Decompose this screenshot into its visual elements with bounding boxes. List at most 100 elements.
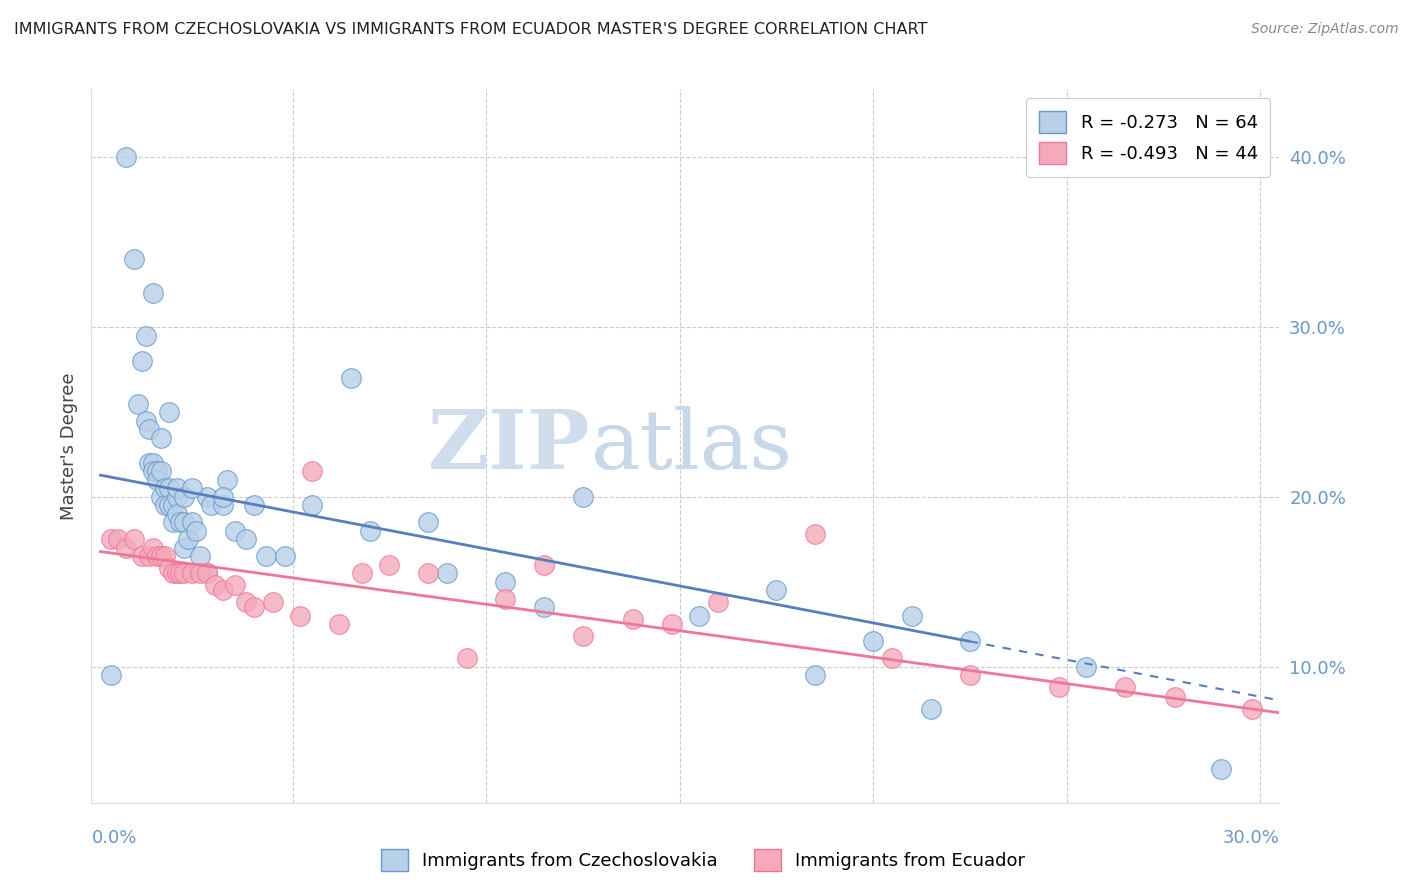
Point [150,465,173,479]
Point [197,566,219,581]
Point [1047,680,1070,694]
Point [146,473,169,487]
Point [352,566,374,581]
Point [162,516,184,530]
Point [188,566,211,581]
Point [157,561,180,575]
Point [150,490,173,504]
Point [166,507,188,521]
Point [416,516,439,530]
Point [1114,680,1136,694]
Point [153,482,176,496]
Point [274,549,297,564]
Point [1241,702,1264,716]
Point [166,566,188,581]
Point [181,516,204,530]
Point [290,608,312,623]
Point [131,354,153,368]
Point [328,617,350,632]
Text: 0.0%: 0.0% [91,830,136,847]
Point [572,490,595,504]
Point [882,651,904,665]
Point [146,549,169,564]
Point [235,595,257,609]
Point [142,465,165,479]
Point [212,499,235,513]
Point [138,422,160,436]
Point [235,533,257,547]
Point [215,473,238,487]
Point [262,595,284,609]
Point [301,499,323,513]
Point [181,482,204,496]
Point [184,524,207,538]
Point [142,456,165,470]
Point [138,456,160,470]
Point [173,490,195,504]
Text: 30.0%: 30.0% [1223,830,1279,847]
Point [661,617,683,632]
Point [200,499,222,513]
Point [162,566,184,581]
Point [138,549,160,564]
Legend: Immigrants from Czechoslovakia, Immigrants from Ecuador: Immigrants from Czechoslovakia, Immigran… [374,842,1032,879]
Point [224,524,246,538]
Point [135,413,157,427]
Point [688,608,710,623]
Point [959,634,981,648]
Point [804,668,827,682]
Point [169,566,191,581]
Point [212,583,235,598]
Point [224,578,246,592]
Point [177,533,200,547]
Point [204,578,226,592]
Point [707,595,730,609]
Point [188,549,211,564]
Point [959,668,981,682]
Point [533,558,555,572]
Point [572,629,595,643]
Point [1164,690,1187,705]
Point [122,533,145,547]
Point [157,499,180,513]
Point [100,533,122,547]
Point [173,566,195,581]
Point [378,558,401,572]
Point [1074,660,1097,674]
Point [495,591,517,606]
Text: atlas: atlas [591,406,793,486]
Point [197,490,219,504]
Point [166,482,188,496]
Point [197,566,219,581]
Point [135,328,157,343]
Text: IMMIGRANTS FROM CZECHOSLOVAKIA VS IMMIGRANTS FROM ECUADOR MASTER'S DEGREE CORREL: IMMIGRANTS FROM CZECHOSLOVAKIA VS IMMIGR… [14,22,928,37]
Point [359,524,381,538]
Point [862,634,884,648]
Point [436,566,458,581]
Point [162,499,184,513]
Point [153,499,176,513]
Point [243,600,266,615]
Point [254,549,277,564]
Text: Source: ZipAtlas.com: Source: ZipAtlas.com [1251,22,1399,37]
Point [150,430,173,444]
Point [301,465,323,479]
Point [142,286,165,301]
Point [901,608,924,623]
Point [150,549,173,564]
Point [804,527,827,541]
Point [122,252,145,266]
Point [181,566,204,581]
Point [115,150,138,164]
Point [456,651,478,665]
Point [920,702,942,716]
Point [621,612,644,626]
Point [212,490,235,504]
Text: ZIP: ZIP [427,406,591,486]
Point [127,396,149,410]
Point [169,516,191,530]
Point [533,600,555,615]
Point [153,549,176,564]
Point [765,583,787,598]
Point [495,574,517,589]
